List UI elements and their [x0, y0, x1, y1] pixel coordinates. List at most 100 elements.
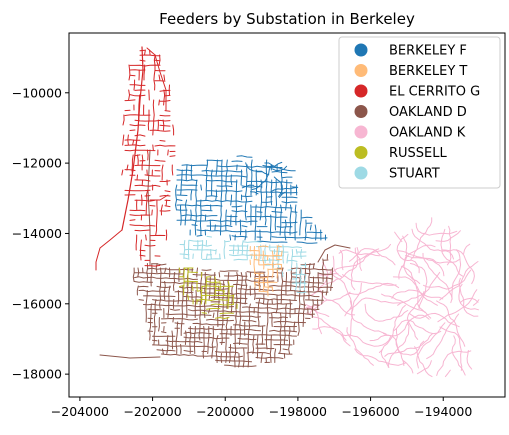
- feeder-line-el-cerrito-g: [124, 189, 151, 192]
- feeder-line-stuart: [295, 262, 298, 291]
- feeder-line-oakland-d: [279, 312, 282, 354]
- x-tick-label: −202000: [123, 404, 181, 419]
- feeder-line-oakland-d: [317, 272, 320, 291]
- feeder-line-oakland-k: [415, 222, 458, 236]
- feeder-line-oakland-d: [219, 270, 239, 272]
- feeder-line-oakland-d: [226, 272, 230, 309]
- feeder-line-oakland-k: [436, 300, 466, 347]
- feeder-line-oakland-d: [211, 326, 214, 359]
- feeder-line-oakland-d: [311, 299, 314, 318]
- feeder-line-berkeley-f: [271, 171, 288, 174]
- feeder-line-stuart: [183, 240, 186, 259]
- feeder-line-oakland-d: [330, 267, 333, 291]
- feeder-line-russell: [206, 307, 221, 310]
- feeder-line-oakland-d: [285, 272, 287, 296]
- feeder-line-el-cerrito-g: [124, 139, 141, 141]
- feeder-line-el-cerrito-g: [160, 204, 163, 216]
- feeder-line-berkeley-f: [314, 224, 317, 241]
- feeder-line-berkeley-f: [215, 189, 218, 201]
- feeder-line-el-cerrito-g: [134, 134, 146, 137]
- feeder-line-stuart: [184, 248, 217, 252]
- feeder-line-berkeley-f: [229, 234, 232, 241]
- feeder-line-russell: [210, 303, 234, 306]
- feeder-line-el-cerrito-g: [153, 54, 156, 91]
- feeder-line-oakland-k: [380, 349, 390, 368]
- feeder-line-berkeley-f: [231, 210, 248, 213]
- feeder-line-oakland-d: [202, 326, 205, 359]
- feeder-line-el-cerrito-g: [127, 134, 129, 146]
- feeder-line-berkeley-f: [270, 179, 273, 206]
- feeder-line-berkeley-f: [176, 204, 223, 207]
- feeder-line-berkeley-f: [256, 240, 288, 243]
- feeder-line-berkeley-f: [241, 225, 248, 228]
- feeder-line-el-cerrito-g: [147, 109, 150, 131]
- feeder-line-oakland-d: [189, 326, 192, 354]
- feeder-line-oakland-d: [242, 306, 320, 311]
- feeder-line-berkeley-f: [176, 199, 183, 201]
- feeder-line-oakland-k: [410, 217, 433, 260]
- feeder-line-berkeley-f: [270, 214, 272, 241]
- feeder-line-berkeley-f: [259, 179, 263, 221]
- feeder-line-berkeley-f: [246, 180, 293, 184]
- feeder-line-russell: [214, 276, 217, 296]
- feeder-line-berkeley-f: [244, 164, 248, 221]
- feeder-line-oakland-d: [269, 335, 272, 363]
- feeder-line-stuart: [286, 253, 289, 264]
- feeder-line-berkeley-f: [294, 204, 297, 241]
- feeder-line-el-cerrito-g: [137, 154, 139, 166]
- feeder-line-russell: [206, 280, 221, 283]
- feeder-line-berkeley-f: [216, 185, 233, 188]
- feeder-line-oakland-k: [397, 250, 445, 277]
- feeder-line-oakland-k: [451, 335, 466, 376]
- feeder-line-oakland-k: [387, 322, 410, 368]
- feeder-line-oakland-d: [180, 285, 184, 336]
- feeder-line-el-cerrito-g: [134, 199, 156, 202]
- feeder-line-el-cerrito-g: [129, 74, 136, 77]
- feeder-line-berkeley-f: [176, 194, 188, 196]
- feeder-line-russell: [200, 272, 203, 278]
- feeder-line-oakland-d: [271, 312, 273, 327]
- feeder-line-oakland-d: [289, 299, 291, 318]
- feeder-line-oakland-d: [149, 303, 152, 341]
- feeder-line-oakland-d: [159, 267, 162, 309]
- feeder-line-el-cerrito-g: [155, 199, 158, 236]
- feeder-line-stuart: [232, 244, 235, 255]
- feeder-line-oakland-k: [416, 360, 432, 375]
- feeder-line-berkeley-f: [181, 164, 208, 167]
- feeder-line-oakland-d: [156, 285, 171, 288]
- feeder-line-el-cerrito-g: [146, 149, 149, 161]
- feeder-line-oakland-d: [147, 149, 151, 266]
- feeder-line-berkeley-f: [199, 199, 202, 236]
- feeder-line-oakland-d: [183, 331, 212, 335]
- feeder-line-oakland-k: [441, 249, 475, 285]
- feeder-line-stuart: [300, 249, 303, 259]
- feeder-line-el-cerrito-g: [134, 119, 171, 122]
- feeder-line-berkeley-t: [254, 276, 269, 280]
- feeder-line-berkeley-f: [241, 184, 255, 189]
- feeder-line-stuart: [296, 291, 307, 294]
- feeder-line-russell: [188, 271, 198, 273]
- feeder-line-el-cerrito-g: [143, 64, 146, 81]
- feeder-line-berkeley-t: [258, 246, 260, 265]
- feeder-line-berkeley-f: [210, 169, 213, 196]
- feeder-line-berkeley-f: [196, 234, 203, 237]
- feeder-line-stuart: [292, 273, 307, 276]
- feeder-line-oakland-k: [396, 233, 420, 274]
- feeder-line-oakland-d: [184, 330, 187, 345]
- feeder-line-berkeley-f: [201, 209, 213, 212]
- feeder-line-stuart: [188, 239, 203, 242]
- feeder-line-russell: [219, 281, 221, 291]
- feeder-line-el-cerrito-g: [141, 154, 144, 171]
- feeder-line-berkeley-f: [245, 162, 270, 176]
- feeder-line-oakland-k: [397, 271, 441, 306]
- feeder-line-el-cerrito-g: [141, 194, 143, 206]
- feeder-line-berkeley-f: [264, 159, 268, 226]
- feeder-line-berkeley-f: [205, 159, 208, 201]
- feeder-line-oakland-d: [288, 326, 291, 354]
- feeder-line-el-cerrito-g: [159, 180, 171, 182]
- feeder-line-oakland-d: [230, 285, 233, 314]
- feeder-line-oakland-k: [437, 289, 478, 323]
- feeder-line-berkeley-f: [225, 209, 227, 231]
- feeder-line-berkeley-f: [196, 229, 298, 234]
- feeder-line-oakland-d: [161, 318, 198, 321]
